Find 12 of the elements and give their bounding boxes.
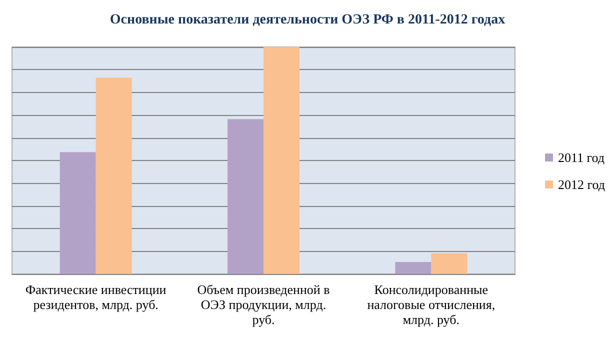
legend-label: 2011 год [558, 150, 605, 165]
bar [395, 262, 432, 274]
bar [96, 78, 132, 274]
bar [431, 253, 468, 274]
bar [60, 152, 96, 274]
bar [228, 119, 264, 274]
legend-label: 2012 год [558, 177, 606, 192]
x-tick-label: Консолидированные налоговые отчисления, млрд. руб. [367, 282, 496, 327]
x-tick-label: Объем произведенной в ОЭЗ продукции, млрд. руб. [197, 282, 330, 327]
x-tick-label: Фактические инвестиции резидентов, млрд. руб. [25, 282, 166, 312]
bar [264, 47, 300, 274]
chart-title: Основные показатели деятельности ОЭЗ РФ в 2011-2012 годах [110, 12, 506, 28]
